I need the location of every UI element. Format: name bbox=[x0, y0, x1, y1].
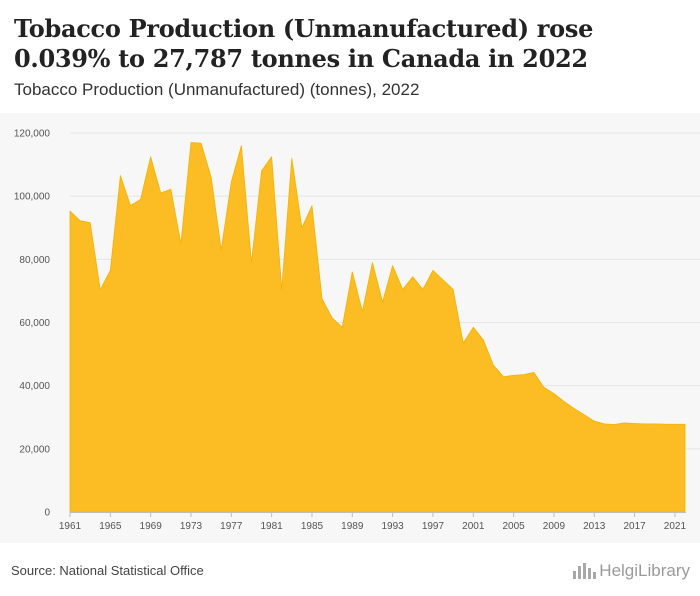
y-axis-ticks: 0 20,000 40,000 60,000 80,000 100,000 120,000 bbox=[14, 129, 51, 519]
x-tick-label: 1973 bbox=[180, 521, 203, 532]
x-tick-label: 2013 bbox=[583, 521, 606, 532]
x-tick-label: 1965 bbox=[99, 521, 122, 532]
library-icon bbox=[573, 563, 597, 579]
x-tick-label: 1977 bbox=[220, 521, 243, 532]
x-tick-label: 2021 bbox=[664, 521, 687, 532]
y-tick-label: 0 bbox=[44, 508, 50, 519]
brand-label: HelgiLibrary bbox=[599, 561, 690, 580]
x-axis-ticks: 1961 1965 1969 1973 1977 1981 1985 1989 1993 1997… bbox=[59, 512, 687, 532]
production-area bbox=[69, 142, 686, 513]
source-note: Source: National Statistical Office bbox=[11, 563, 204, 578]
y-tick-label: 40,000 bbox=[19, 381, 50, 392]
chart-title: Tobacco Production (Unmanufactured) rose… bbox=[14, 14, 594, 73]
x-tick-label: 1989 bbox=[341, 521, 364, 532]
x-tick-label: 2009 bbox=[543, 521, 566, 532]
x-tick-label: 1985 bbox=[301, 521, 324, 532]
y-tick-label: 100,000 bbox=[14, 192, 51, 203]
x-tick-label: 2017 bbox=[623, 521, 646, 532]
y-tick-label: 80,000 bbox=[19, 255, 50, 266]
x-tick-label: 1961 bbox=[59, 521, 82, 532]
x-tick-label: 1993 bbox=[381, 521, 404, 532]
x-tick-label: 2005 bbox=[502, 521, 525, 532]
helgilibrary-logo[interactable]: HelgiLibrary bbox=[573, 561, 690, 581]
y-tick-label: 120,000 bbox=[14, 129, 51, 140]
x-tick-label: 1997 bbox=[422, 521, 445, 532]
x-tick-label: 1969 bbox=[140, 521, 163, 532]
y-tick-label: 60,000 bbox=[19, 318, 50, 329]
y-tick-label: 20,000 bbox=[19, 444, 50, 455]
chart-subtitle: Tobacco Production (Unmanufactured) (ton… bbox=[14, 80, 420, 99]
x-tick-label: 1981 bbox=[261, 521, 284, 532]
x-tick-label: 2001 bbox=[462, 521, 485, 532]
